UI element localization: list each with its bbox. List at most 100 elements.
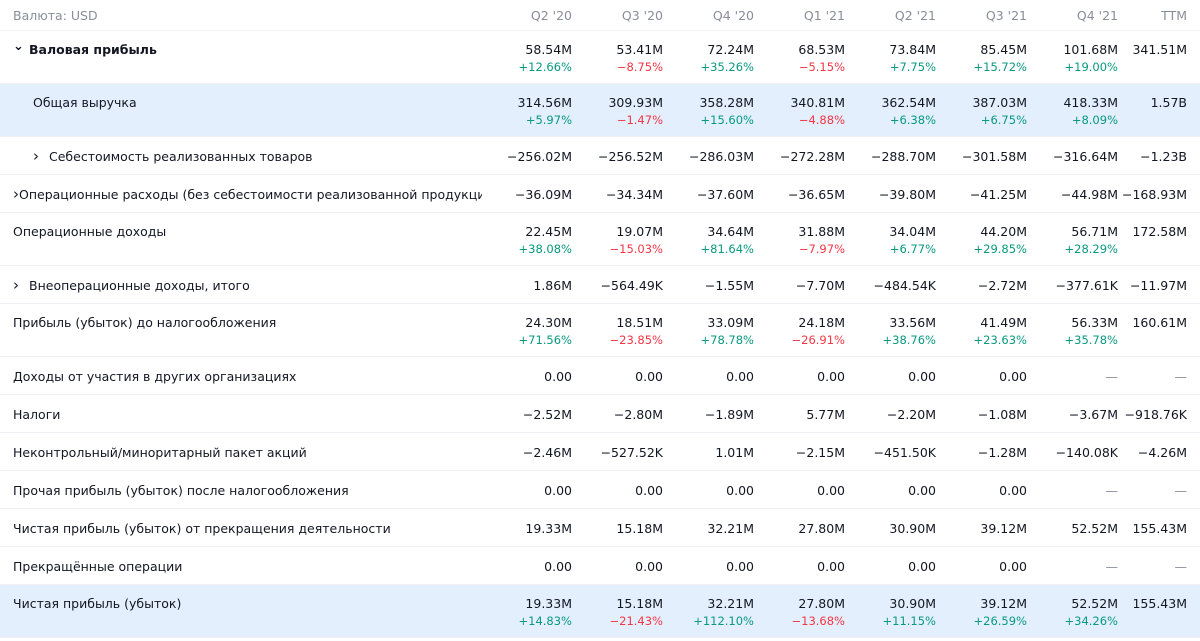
cell-change: +26.59%	[973, 614, 1028, 628]
value-cell: 5.77M	[755, 395, 846, 423]
cell-value: —	[1105, 559, 1119, 574]
value-cell: −1.28M	[937, 433, 1028, 461]
value-cell: 0.00	[846, 471, 937, 499]
cell-value: 309.93M	[608, 95, 663, 110]
cell-change: +6.75%	[980, 113, 1027, 127]
cell-value: —	[1174, 483, 1188, 498]
cell-value: −272.28M	[780, 149, 845, 164]
cell-value: −1.28M	[977, 445, 1027, 460]
value-cell: 19.33M	[482, 509, 573, 537]
row-label-cell: Доходы от участия в других организациях	[0, 357, 482, 384]
cell-value: 33.09M	[707, 315, 754, 330]
chevron-down-icon[interactable]: ⌄	[13, 39, 24, 54]
value-cell: 15.18M −21.43%	[573, 585, 664, 629]
currency-label: Валюта: USD	[13, 7, 98, 23]
value-cell: 340.81M −4.88%	[755, 84, 846, 128]
cell-value: 0.00	[726, 559, 754, 574]
cell-value: —	[1174, 559, 1188, 574]
cell-value: −1.55M	[704, 278, 754, 293]
value-cell: 24.30M +71.56%	[482, 304, 573, 348]
value-cell: 30.90M	[846, 509, 937, 537]
value-cell: 18.51M −23.85%	[573, 304, 664, 348]
value-cell: 72.24M +35.26%	[664, 31, 755, 75]
value-cell: 52.52M +34.26%	[1028, 585, 1119, 629]
cell-value: 18.51M	[616, 315, 663, 330]
value-cell: —	[1119, 547, 1200, 575]
cell-change: −21.43%	[609, 614, 664, 628]
table-row: Прибыль (убыток) до налогообложения 24.30…	[0, 304, 1200, 357]
cell-value: —	[1105, 369, 1119, 384]
value-cell: −11.97M	[1119, 266, 1200, 294]
value-cell: 1.86M	[482, 266, 573, 294]
value-cell: −256.52M	[573, 137, 664, 165]
value-cell: −1.23B	[1119, 137, 1200, 165]
period-header: Q2 '20	[530, 7, 572, 23]
cell-value: 15.18M	[616, 596, 663, 611]
cell-value: −34.34M	[605, 187, 663, 202]
value-cell: −1.08M	[937, 395, 1028, 423]
value-cell: −34.34M	[573, 175, 664, 203]
value-cell: −2.46M	[482, 433, 573, 461]
cell-value: 32.21M	[707, 596, 754, 611]
value-cell: —	[1028, 471, 1119, 499]
value-cell: 0.00	[482, 547, 573, 575]
table-row: Чистая прибыль (убыток) от прекращения д…	[0, 509, 1200, 547]
cell-value: −527.52K	[600, 445, 663, 460]
chevron-right-icon[interactable]: ›	[13, 185, 19, 202]
cell-change: +29.85%	[973, 242, 1028, 256]
row-label-cell: Чистая прибыль (убыток)	[0, 585, 482, 611]
cell-value: 24.30M	[525, 315, 572, 330]
cell-change: +35.78%	[1064, 333, 1119, 347]
row-label: Неконтрольный/миноритарный пакет акций	[13, 445, 307, 460]
table-row[interactable]: › Операционные расходы (без себестоимости…	[0, 175, 1200, 213]
value-cell: —	[1119, 357, 1200, 385]
value-cell: 160.61M	[1119, 304, 1200, 331]
value-cell: −44.98M	[1028, 175, 1119, 203]
value-cell: 73.84M +7.75%	[846, 31, 937, 75]
row-label: Налоги	[13, 407, 61, 422]
cell-value: 44.20M	[980, 224, 1027, 239]
value-cell: −2.72M	[937, 266, 1028, 294]
table-row[interactable]: ⌄ Валовая прибыль 58.54M +12.66% 53.41M −8.75…	[0, 31, 1200, 84]
chevron-right-icon[interactable]: ›	[33, 147, 39, 164]
cell-value: 0.00	[544, 483, 572, 498]
value-cell: 52.52M	[1028, 509, 1119, 537]
row-label-cell: › Себестоимость реализованных товаров	[0, 137, 482, 165]
chevron-right-icon[interactable]: ›	[13, 276, 19, 293]
value-cell: −484.54K	[846, 266, 937, 294]
cell-change: +23.63%	[973, 333, 1028, 347]
row-label-cell: Прекращённые операции	[0, 547, 482, 574]
value-cell: −36.65M	[755, 175, 846, 203]
value-cell: 0.00	[937, 357, 1028, 385]
table-row[interactable]: › Себестоимость реализованных товаров −256…	[0, 137, 1200, 175]
value-cell: —	[1028, 547, 1119, 575]
cell-change: +15.60%	[700, 113, 755, 127]
period-header-ttm: TTM	[1161, 7, 1187, 23]
cell-change: +81.64%	[700, 242, 755, 256]
value-cell: −3.67M	[1028, 395, 1119, 423]
value-cell: −301.58M	[937, 137, 1028, 165]
cell-value: 0.00	[544, 369, 572, 384]
value-cell: −41.25M	[937, 175, 1028, 203]
cell-change: +38.08%	[518, 242, 573, 256]
row-label-cell: › Внеоперационные доходы, итого	[0, 266, 482, 294]
cell-value: −564.49K	[600, 278, 663, 293]
cell-value: −39.80M	[878, 187, 936, 202]
value-cell: −272.28M	[755, 137, 846, 165]
row-label-cell: Операционные доходы	[0, 213, 482, 239]
value-cell: 68.53M −5.15%	[755, 31, 846, 75]
cell-value: −377.61K	[1055, 278, 1118, 293]
row-label: Прибыль (убыток) до налогообложения	[13, 315, 277, 330]
cell-value: −1.08M	[977, 407, 1027, 422]
table-row[interactable]: › Внеоперационные доходы, итого 1.86M −564.…	[0, 266, 1200, 304]
value-cell: 314.56M +5.97%	[482, 84, 573, 128]
cell-value: 101.68M	[1063, 42, 1118, 57]
cell-change: +11.15%	[882, 614, 937, 628]
cell-change: +5.97%	[525, 113, 572, 127]
cell-value: −41.25M	[969, 187, 1027, 202]
cell-value: 155.43M	[1132, 596, 1187, 611]
cell-value: 155.43M	[1132, 521, 1187, 536]
value-cell: 24.18M −26.91%	[755, 304, 846, 348]
cell-value: 72.24M	[707, 42, 754, 57]
cell-value: −286.03M	[689, 149, 754, 164]
